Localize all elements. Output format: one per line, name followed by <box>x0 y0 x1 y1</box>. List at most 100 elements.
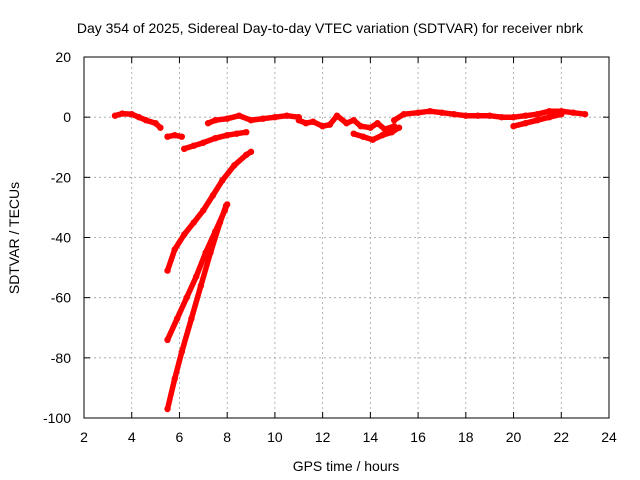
data-point <box>522 112 529 119</box>
y-tick-label: -80 <box>51 350 71 366</box>
data-point <box>462 112 469 119</box>
data-point <box>369 136 376 143</box>
data-point <box>212 135 219 142</box>
data-point <box>395 124 403 131</box>
data-point <box>212 117 219 124</box>
data-point <box>171 132 178 139</box>
data-point <box>534 111 541 118</box>
data-point <box>438 109 446 116</box>
data-point <box>235 112 243 119</box>
gridlines <box>84 57 609 418</box>
y-axis-label: SDTVAR / TECUs <box>6 182 22 294</box>
data-point <box>350 117 357 124</box>
data-point <box>164 405 171 413</box>
data-point <box>181 145 188 152</box>
data-point <box>379 132 386 139</box>
data-point <box>343 120 350 127</box>
data-point <box>200 207 207 214</box>
data-point <box>178 133 185 140</box>
data-point <box>119 110 126 117</box>
data-point <box>271 114 279 121</box>
y-tick-label: -40 <box>51 230 71 246</box>
data-point <box>414 109 422 116</box>
x-tick-label: 12 <box>315 429 331 445</box>
data-point <box>224 132 231 139</box>
data-point <box>581 111 589 118</box>
y-tick-label: -60 <box>51 290 71 306</box>
data-point <box>388 129 395 136</box>
data-point <box>243 151 250 158</box>
data-point <box>178 348 185 355</box>
data-point <box>171 375 178 383</box>
x-tick-label: 20 <box>506 429 522 445</box>
data-point <box>498 114 505 121</box>
data-point <box>207 249 214 256</box>
data-point <box>522 120 529 127</box>
data-point <box>135 114 143 121</box>
data-point <box>558 111 565 118</box>
data-point <box>326 121 333 128</box>
plot-frame <box>83 56 610 419</box>
data-point <box>381 126 388 133</box>
x-tick-label: 16 <box>410 429 426 445</box>
data-point <box>367 124 374 131</box>
data-point <box>164 267 171 274</box>
data-point <box>219 177 226 184</box>
data-point <box>534 117 541 124</box>
data-point <box>233 130 240 137</box>
x-tick-label: 14 <box>363 429 379 445</box>
chart-title: Day 354 of 2025, Sidereal Day-to-day VTE… <box>77 20 584 36</box>
data-point <box>450 111 458 118</box>
y-tick-label: -20 <box>51 169 71 185</box>
data-point <box>350 130 357 137</box>
data-point <box>510 114 517 121</box>
data-point <box>247 117 255 124</box>
data-point <box>200 139 207 146</box>
data-point <box>486 112 493 119</box>
data-point <box>204 120 212 127</box>
data-point <box>190 142 197 149</box>
data-point <box>319 123 326 130</box>
data-point <box>546 108 553 115</box>
data-point <box>183 294 190 301</box>
x-tick-label: 10 <box>267 429 283 445</box>
data-point <box>224 115 231 122</box>
data-point <box>188 315 195 322</box>
data-point <box>374 120 381 127</box>
x-tick-label: 6 <box>176 429 184 445</box>
x-tick-label: 8 <box>223 429 231 445</box>
data-point <box>231 162 238 169</box>
x-tick-label: 22 <box>553 429 569 445</box>
data-point <box>360 133 367 140</box>
data-point <box>222 202 230 210</box>
data-point <box>181 231 188 238</box>
x-tick-label: 18 <box>458 429 474 445</box>
data-point <box>283 112 290 119</box>
data-point <box>171 246 178 253</box>
data-point <box>400 111 407 118</box>
data-point <box>426 108 434 115</box>
data-point <box>510 123 517 130</box>
data-point <box>391 117 398 124</box>
x-axis-label: GPS time / hours <box>293 458 400 474</box>
data-point <box>570 109 577 116</box>
y-tick-label: 0 <box>63 109 71 125</box>
data-point <box>474 112 481 119</box>
series-track-i <box>164 149 254 274</box>
data-point <box>247 148 255 155</box>
data-point <box>243 129 250 136</box>
data-point <box>190 219 197 226</box>
data-point <box>152 120 159 127</box>
data-point <box>259 115 267 122</box>
data-point <box>164 133 171 140</box>
y-tick-label: -100 <box>43 410 71 426</box>
data-point <box>546 114 553 121</box>
data-point <box>157 124 164 131</box>
x-tick-label: 4 <box>128 429 136 445</box>
data-point <box>142 117 150 124</box>
x-tick-label: 24 <box>601 429 617 445</box>
series-track-k <box>164 203 229 412</box>
data-point <box>209 192 217 199</box>
